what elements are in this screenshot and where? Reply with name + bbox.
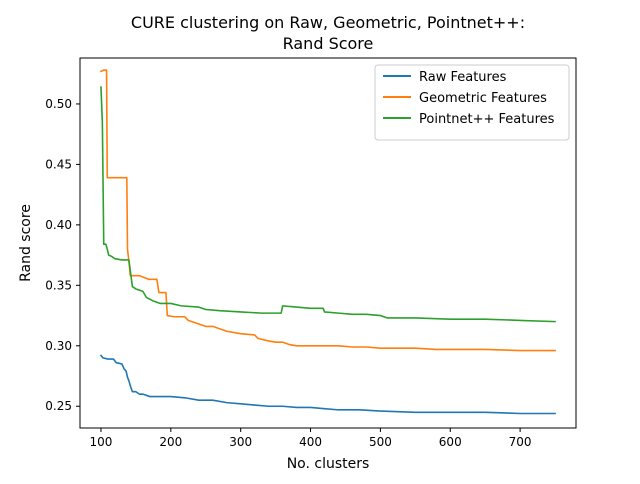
series-line-2 xyxy=(99,69,556,352)
legend-label-2: Geometric Features xyxy=(419,91,547,106)
x-tick-label: 200 xyxy=(159,435,182,449)
y-tick-label: 0.40 xyxy=(45,218,72,232)
y-tick-label: 0.30 xyxy=(45,339,72,353)
x-tick-label: 100 xyxy=(90,435,113,449)
series-layer xyxy=(99,69,556,415)
legend-box xyxy=(374,64,570,141)
y-tick-label: 0.25 xyxy=(45,399,72,413)
x-tick-label: 600 xyxy=(439,435,462,449)
legend: Raw Features Geometric Features Pointnet++… xyxy=(374,64,570,141)
x-tick-label: 300 xyxy=(229,435,252,449)
legend-label-1: Raw Features xyxy=(419,70,507,85)
x-axis-label: No. clusters xyxy=(287,456,370,472)
x-tick-label: 700 xyxy=(509,435,532,449)
y-tick-label: 0.45 xyxy=(45,157,72,171)
chart-title-line2: Rand Score xyxy=(283,34,374,53)
y-tick-label: 0.50 xyxy=(45,97,72,111)
y-axis-label: Rand score xyxy=(18,204,34,282)
x-tick-label: 400 xyxy=(299,435,322,449)
y-tick-label: 0.35 xyxy=(45,278,72,292)
axis-layer: 100 200 300 400 500 600 700 0.25 0.30 0.35 0.40 0.4… xyxy=(45,57,577,449)
series-line-1 xyxy=(99,354,556,415)
axes-frame xyxy=(79,57,577,429)
legend-label-3: Pointnet++ Features xyxy=(419,112,555,127)
x-tick-label: 500 xyxy=(369,435,392,449)
series-line-3 xyxy=(100,86,556,323)
chart-title-line1: CURE clustering on Raw, Geometric, Point… xyxy=(131,13,525,32)
